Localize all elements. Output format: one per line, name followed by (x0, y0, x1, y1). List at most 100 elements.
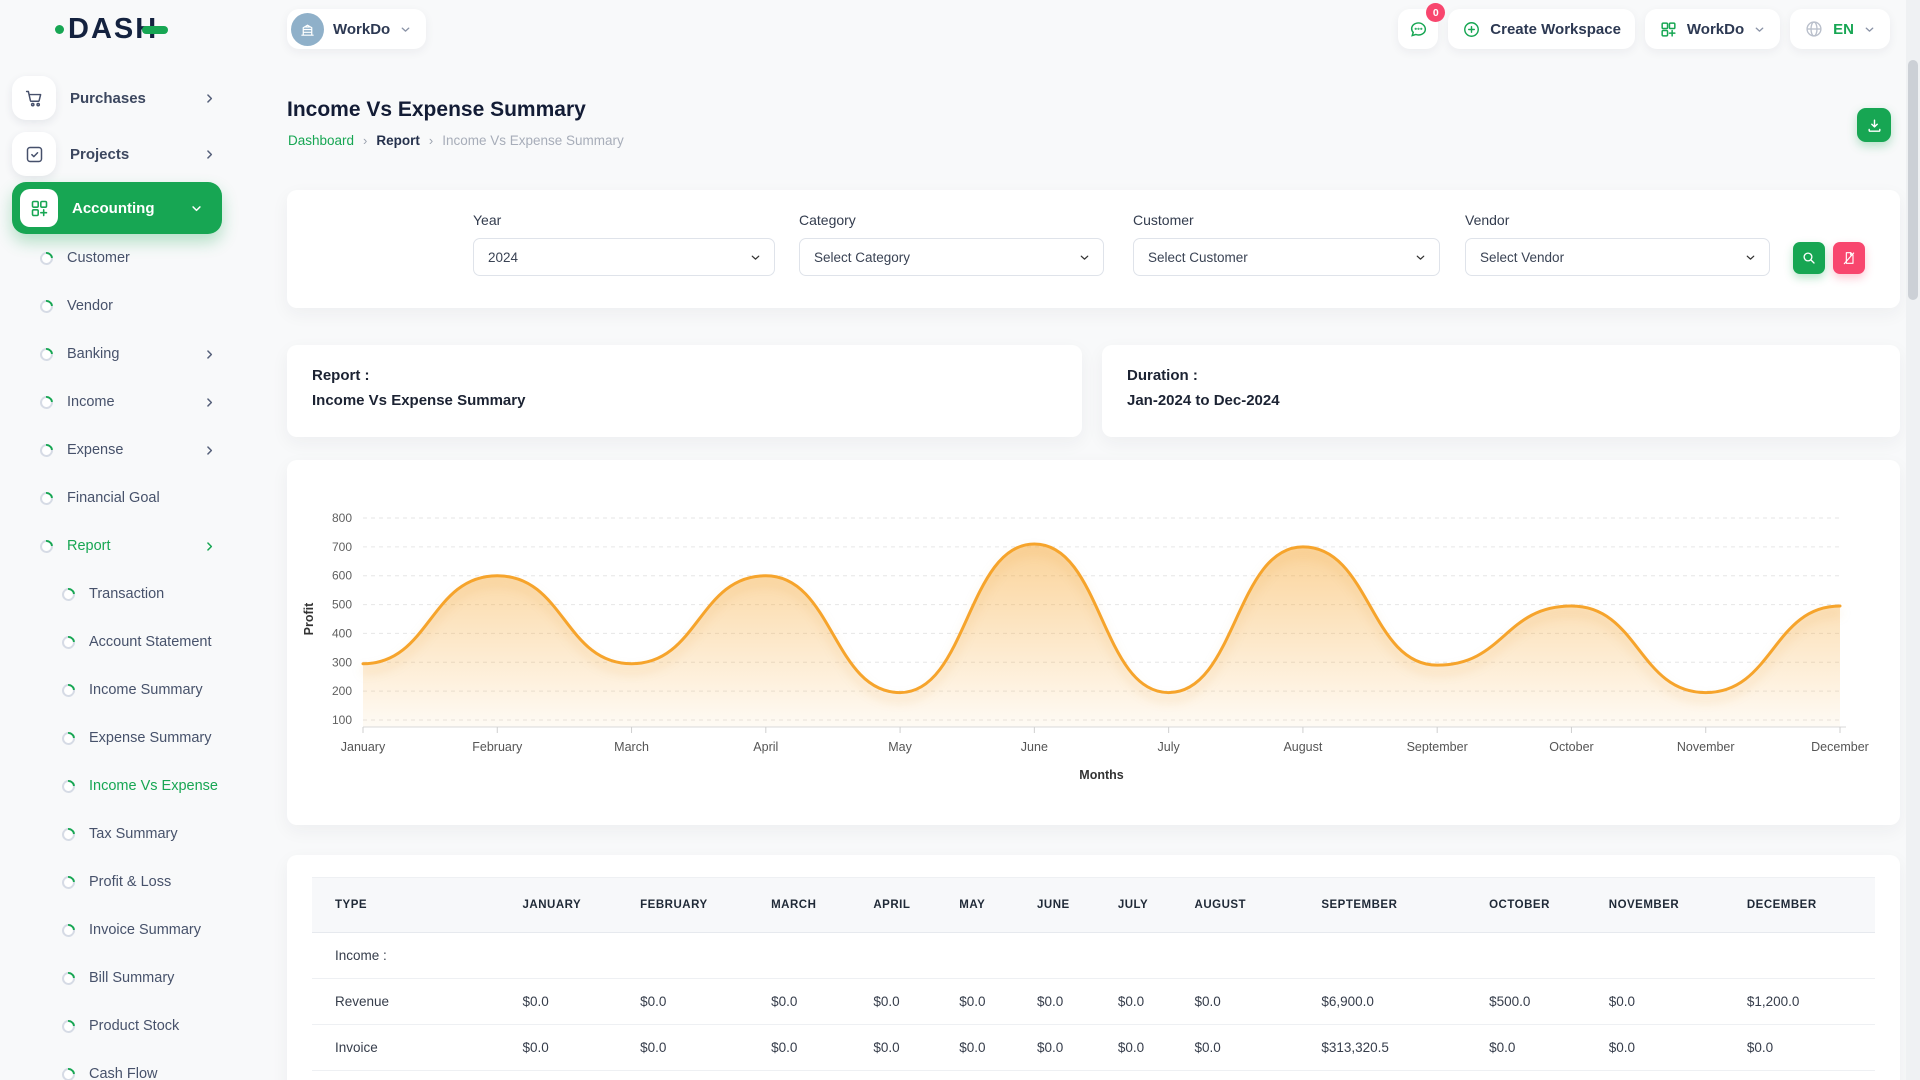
category-select[interactable]: Select Category (799, 238, 1104, 276)
cell-value: $0.0 (1110, 1025, 1187, 1071)
sidebar-item-label: Vendor (67, 298, 113, 314)
sidebar-item-income[interactable]: Income (0, 378, 230, 426)
apply-filter-button[interactable] (1793, 242, 1825, 274)
workdo-menu-label: WorkDo (1687, 21, 1744, 38)
breadcrumb-report[interactable]: Report (376, 133, 420, 148)
cell-value: $0.0 (1481, 1025, 1601, 1071)
report-card-heading: Report : (312, 367, 370, 384)
logo-dot (55, 25, 64, 34)
cell-value: $0.0 (1029, 1025, 1110, 1071)
sidebar-item-accounting[interactable]: Accounting (12, 182, 222, 234)
bullet-icon (59, 1017, 77, 1035)
breadcrumb-dashboard[interactable]: Dashboard (288, 133, 354, 148)
column-header-april: APRIL (865, 878, 951, 933)
create-workspace-label: Create Workspace (1490, 21, 1621, 38)
table-row-invoice: Invoice$0.0$0.0$0.0$0.0$0.0$0.0$0.0$0.0$… (312, 1025, 1875, 1071)
sidebar-item-projects[interactable]: Projects (0, 126, 230, 182)
cell-value: $0.0 (1110, 979, 1187, 1025)
sidebar-item-banking[interactable]: Banking (0, 330, 230, 378)
bullet-icon (37, 441, 55, 459)
cell-value: $0.0 (632, 979, 763, 1025)
svg-text:June: June (1021, 740, 1048, 754)
sidebar-item-invoice-summary[interactable]: Invoice Summary (0, 906, 230, 954)
svg-text:200: 200 (332, 684, 352, 698)
svg-text:September: September (1407, 740, 1468, 754)
vendor-select[interactable]: Select Vendor (1465, 238, 1770, 276)
sidebar-item-label: Product Stock (89, 1018, 179, 1034)
sidebar-item-label: Income Vs Expense (89, 778, 218, 794)
create-workspace-button[interactable]: Create Workspace (1448, 9, 1635, 49)
workspace-name: WorkDo (333, 21, 390, 38)
breadcrumb: Dashboard›Report›Income Vs Expense Summa… (288, 133, 624, 148)
sidebar-item-tax-summary[interactable]: Tax Summary (0, 810, 230, 858)
cell-value: $0.0 (1029, 979, 1110, 1025)
column-header-june: JUNE (1029, 878, 1110, 933)
language-selector[interactable]: EN (1790, 9, 1890, 49)
chevron-down-icon (749, 251, 762, 264)
column-header-type: TYPE (312, 878, 515, 933)
sidebar-item-financial-goal[interactable]: Financial Goal (0, 474, 230, 522)
sidebar-item-label: Cash Flow (89, 1066, 158, 1080)
sidebar-item-customer[interactable]: Customer (0, 234, 230, 282)
download-report-button[interactable] (1857, 108, 1891, 142)
group-label: Income : (312, 933, 1875, 979)
chevron-right-icon (202, 347, 217, 362)
svg-text:600: 600 (332, 569, 352, 583)
chevron-down-icon (1078, 251, 1091, 264)
sidebar-item-purchases[interactable]: Purchases (0, 70, 230, 126)
filters-card: Year 2024 Category Select Category Custo… (287, 190, 1900, 308)
messages-button[interactable]: 0 (1398, 9, 1438, 49)
app-logo[interactable]: DASH (55, 13, 168, 46)
customer-value: Select Customer (1148, 250, 1248, 265)
sidebar-item-label: Transaction (89, 586, 164, 602)
sidebar-item-bill-summary[interactable]: Bill Summary (0, 954, 230, 1002)
clear-filter-icon (1841, 250, 1857, 266)
bullet-icon (59, 969, 77, 987)
column-header-november: NOVEMBER (1601, 878, 1739, 933)
sidebar-item-income-vs-expense[interactable]: Income Vs Expense (0, 762, 230, 810)
sidebar-item-account-statement[interactable]: Account Statement (0, 618, 230, 666)
vendor-value: Select Vendor (1480, 250, 1564, 265)
column-header-july: JULY (1110, 878, 1187, 933)
page-scrollbar[interactable] (1906, 0, 1920, 1080)
income-expense-table-card: TYPEJANUARYFEBRUARYMARCHAPRILMAYJUNEJULY… (287, 855, 1900, 1080)
year-select[interactable]: 2024 (473, 238, 775, 276)
customer-select[interactable]: Select Customer (1133, 238, 1440, 276)
sidebar-item-income-summary[interactable]: Income Summary (0, 666, 230, 714)
sidebar-item-product-stock[interactable]: Product Stock (0, 1002, 230, 1050)
modules-grid-icon (20, 189, 58, 227)
cell-value: $0.0 (1739, 1025, 1875, 1071)
column-header-august: AUGUST (1187, 878, 1314, 933)
column-header-march: MARCH (763, 878, 865, 933)
group-label: Expense : (312, 1071, 1875, 1080)
sidebar-item-expense[interactable]: Expense (0, 426, 230, 474)
column-header-september: SEPTEMBER (1313, 878, 1481, 933)
sidebar-item-label: Bill Summary (89, 970, 174, 986)
sidebar-item-transaction[interactable]: Transaction (0, 570, 230, 618)
svg-text:Profit: Profit (302, 602, 316, 635)
svg-text:February: February (472, 740, 523, 754)
chevron-down-icon (1753, 23, 1766, 36)
svg-text:November: November (1677, 740, 1735, 754)
sidebar-item-expense-summary[interactable]: Expense Summary (0, 714, 230, 762)
svg-text:500: 500 (332, 598, 352, 612)
cell-value: $0.0 (632, 1025, 763, 1071)
bullet-icon (59, 825, 77, 843)
cell-value: $500.0 (1481, 979, 1601, 1025)
cell-value: $1,200.0 (1739, 979, 1875, 1025)
workspace-switcher[interactable]: WorkDo (287, 9, 426, 49)
sidebar-item-report[interactable]: Report (0, 522, 230, 570)
bullet-icon (59, 729, 77, 747)
sidebar-item-cash-flow[interactable]: Cash Flow (0, 1050, 230, 1080)
workdo-apps-menu[interactable]: WorkDo (1645, 9, 1780, 49)
scrollbar-thumb[interactable] (1908, 60, 1918, 300)
sidebar-item-label: Income Summary (89, 682, 203, 698)
duration-card-value: Jan-2024 to Dec-2024 (1127, 392, 1280, 409)
reset-filter-button[interactable] (1833, 242, 1865, 274)
svg-text:100: 100 (332, 713, 352, 727)
sidebar-item-vendor[interactable]: Vendor (0, 282, 230, 330)
sidebar-item-profit-loss[interactable]: Profit & Loss (0, 858, 230, 906)
category-label: Category (799, 212, 856, 228)
bullet-icon (59, 681, 77, 699)
logo-dash (142, 26, 168, 34)
